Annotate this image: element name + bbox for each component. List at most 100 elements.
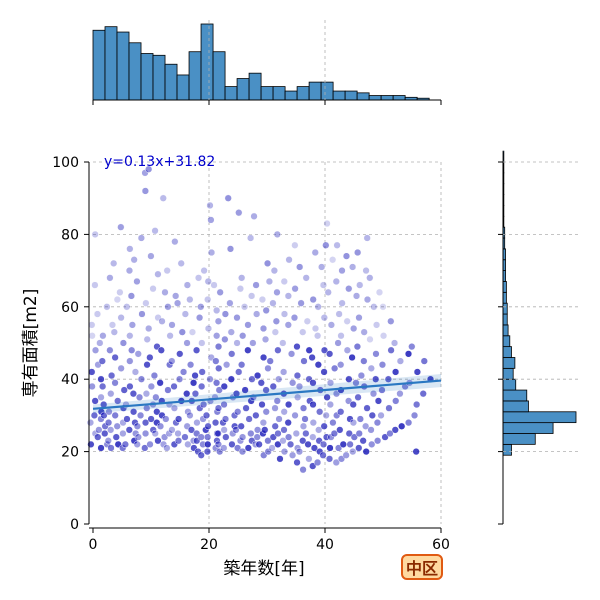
- scatter-point: [300, 357, 308, 365]
- right-histogram-bar: [502, 335, 511, 348]
- scatter-point: [194, 274, 203, 282]
- scatter-point: [156, 422, 165, 430]
- scatter-point: [352, 379, 360, 387]
- scatter-point: [107, 390, 115, 398]
- scatter-point: [129, 408, 138, 416]
- scatter-point: [141, 187, 150, 195]
- scatter-point: [91, 346, 100, 354]
- scatter-point: [204, 277, 212, 286]
- y-tick-label: 100: [52, 155, 79, 171]
- scatter-point: [147, 415, 155, 423]
- scatter-point: [244, 346, 252, 354]
- scatter-point: [203, 447, 212, 456]
- scatter-point: [240, 303, 249, 311]
- scatter-point: [106, 274, 114, 282]
- scatter-point: [378, 361, 387, 369]
- scatter-point: [252, 281, 260, 289]
- scatter-point: [154, 314, 162, 322]
- scatter-point: [266, 357, 274, 365]
- scatter-point: [123, 415, 131, 423]
- scatter-point: [111, 379, 119, 387]
- scatter-point: [273, 230, 281, 239]
- right-histogram-bar: [502, 150, 505, 163]
- scatter-point: [396, 357, 405, 365]
- scatter-point: [239, 332, 247, 340]
- scatter-point: [214, 317, 223, 325]
- scatter-point: [186, 295, 194, 304]
- scatter-point: [101, 429, 109, 438]
- scatter-point: [121, 440, 129, 449]
- scatter-point: [372, 375, 380, 383]
- scatter-point: [172, 292, 180, 300]
- scatter-point: [259, 353, 268, 362]
- scatter-point: [245, 415, 253, 423]
- scatter-point: [319, 440, 328, 449]
- scatter-point: [234, 408, 242, 416]
- scatter-point: [108, 321, 117, 329]
- scatter-point: [304, 440, 312, 449]
- scatter-point: [398, 422, 406, 430]
- scatter-point: [261, 426, 269, 434]
- scatter-point: [198, 368, 206, 376]
- scatter-point: [372, 321, 381, 329]
- scatter-point: [292, 429, 300, 438]
- right-histogram-bar: [502, 313, 508, 326]
- regression-line: [92, 379, 442, 410]
- scatter-point: [133, 277, 141, 286]
- scatter-point: [177, 259, 185, 268]
- scatter-point: [384, 375, 393, 383]
- scatter-point: [369, 390, 378, 398]
- scatter-point: [359, 437, 367, 445]
- scatter-point: [320, 314, 328, 322]
- scatter-point: [119, 339, 128, 347]
- scatter-point: [147, 382, 155, 391]
- scatter-point: [159, 194, 167, 202]
- scatter-point: [117, 314, 125, 322]
- scatter-point: [253, 310, 261, 318]
- scatter-point: [262, 408, 270, 416]
- scatter-point: [238, 274, 246, 282]
- scatter-point: [126, 357, 134, 365]
- scatter-point: [197, 303, 205, 311]
- scatter-point: [137, 234, 146, 242]
- x-axis-label: 築年数[年]: [223, 559, 304, 579]
- scatter-point: [252, 411, 260, 420]
- scatter-point: [299, 437, 307, 445]
- scatter-point: [204, 440, 212, 449]
- y-tick-label: 80: [61, 227, 79, 243]
- y-tick-label: 40: [61, 372, 79, 388]
- scatter-point: [162, 415, 170, 423]
- scatter-point: [138, 310, 146, 318]
- scatter-point: [100, 411, 108, 420]
- top-histogram-bar: [332, 90, 346, 101]
- scatter-point: [274, 429, 282, 438]
- scatter-point: [270, 266, 279, 275]
- scatter-point: [104, 437, 112, 445]
- scatter-point: [195, 314, 204, 322]
- scatter-point: [222, 433, 230, 441]
- scatter-point: [273, 288, 281, 296]
- scatter-point: [336, 426, 344, 434]
- scatter-point: [171, 237, 179, 246]
- top-histogram-bar: [104, 26, 118, 101]
- scatter-point: [284, 321, 292, 329]
- scatter-point: [184, 408, 192, 416]
- scatter-point: [412, 447, 420, 456]
- scatter-point: [200, 266, 208, 275]
- scatter-point: [123, 303, 131, 311]
- scatter-point: [275, 375, 283, 383]
- scatter-point: [302, 429, 310, 438]
- top-histogram-bar: [140, 53, 154, 101]
- scatter-point: [153, 408, 161, 416]
- scatter-point: [285, 256, 293, 264]
- scatter-point: [136, 411, 145, 420]
- scatter-point: [141, 418, 150, 427]
- scatter-point: [110, 328, 118, 336]
- scatter-point: [391, 368, 400, 376]
- scatter-point: [221, 415, 230, 423]
- top-histogram-bar: [248, 72, 262, 101]
- scatter-point: [119, 429, 127, 438]
- scatter-point: [127, 292, 136, 300]
- right-histogram-bar: [502, 367, 514, 380]
- y-axis-label: 専有面積[m2]: [21, 289, 41, 398]
